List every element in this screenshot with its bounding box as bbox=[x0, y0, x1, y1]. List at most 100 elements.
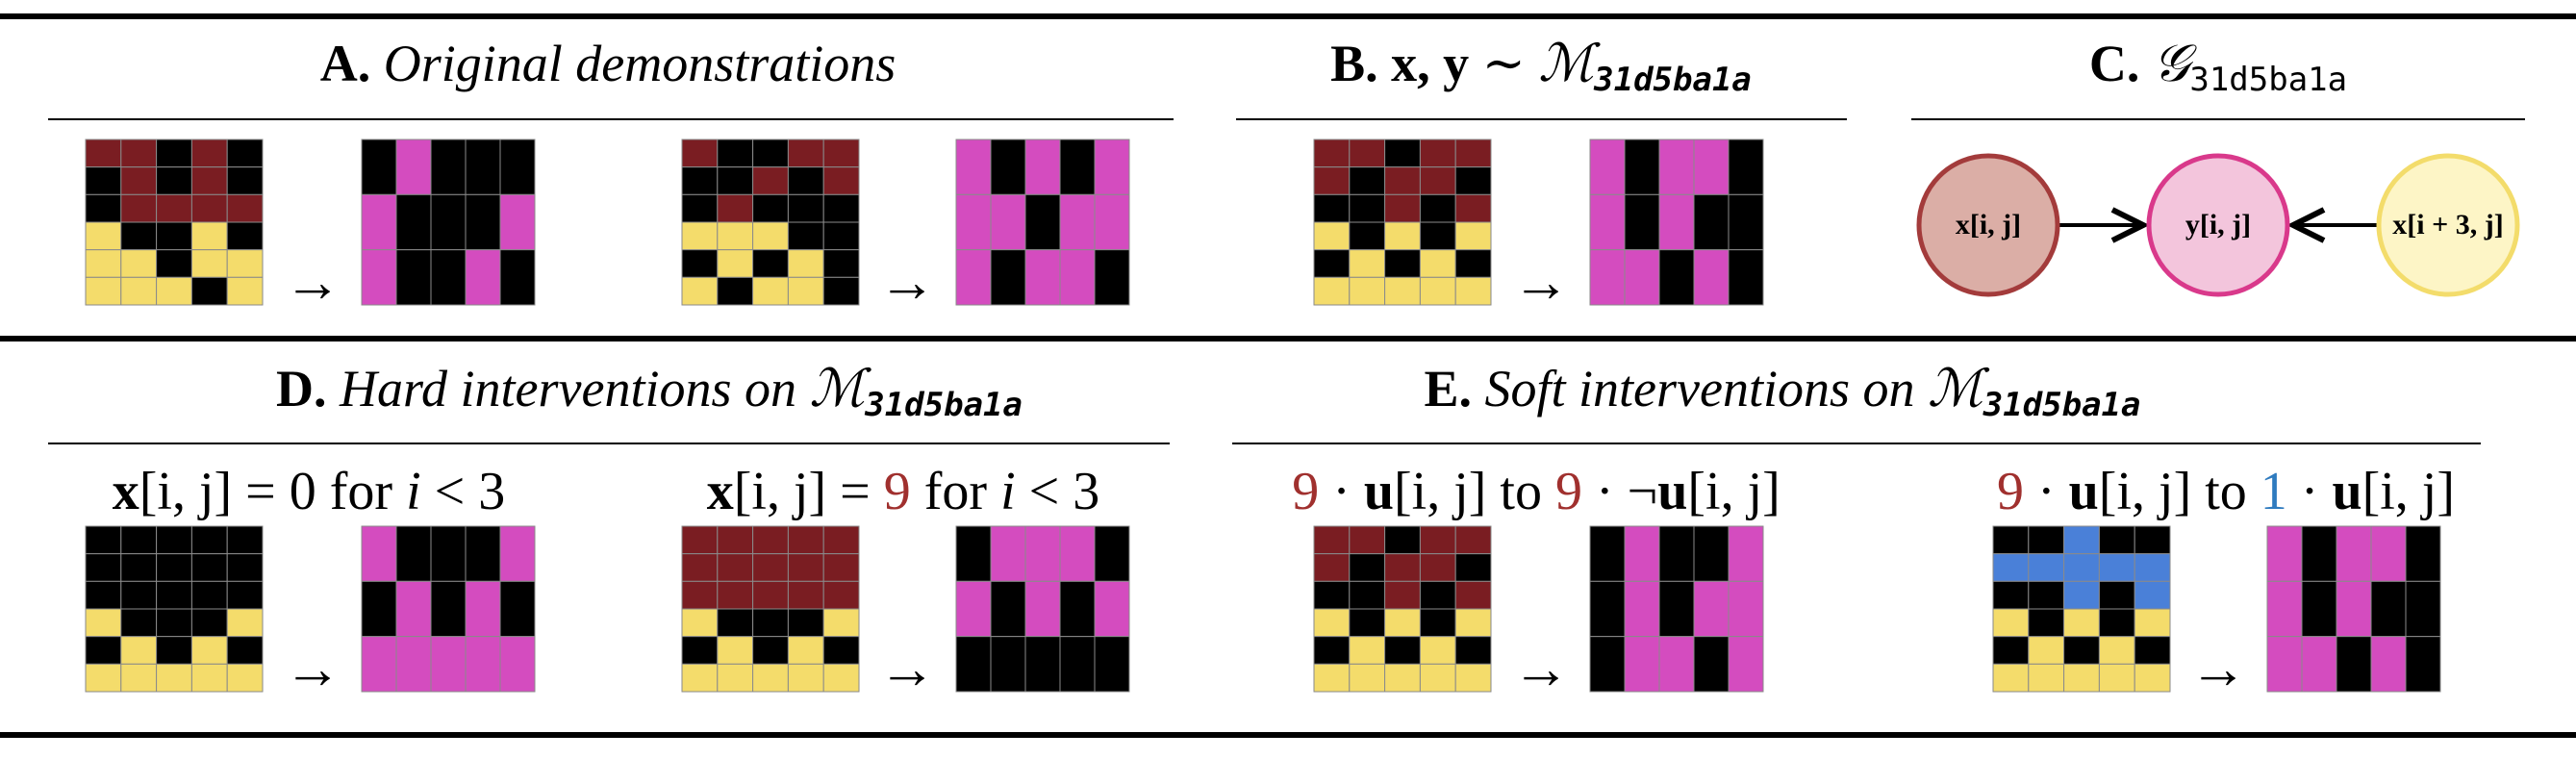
grid-cell bbox=[681, 636, 719, 665]
grid-cell bbox=[1384, 276, 1421, 306]
grid-cell bbox=[1589, 636, 1626, 693]
grid-cell bbox=[1313, 525, 1351, 555]
grid-cell bbox=[787, 276, 824, 306]
grid-cell bbox=[1454, 221, 1492, 251]
arrow: → bbox=[1512, 637, 1570, 700]
panel-label: B. bbox=[1330, 35, 1378, 92]
grid-cell bbox=[1624, 636, 1660, 693]
math: u bbox=[2332, 462, 2361, 521]
math: 9 bbox=[1555, 462, 1582, 521]
node-label: x[i + 3, j] bbox=[2392, 209, 2503, 240]
grid-cell bbox=[1658, 193, 1695, 251]
grid-cell bbox=[156, 663, 192, 693]
title-math: ℳ bbox=[1538, 35, 1601, 92]
math: [i, j] to bbox=[1394, 462, 1555, 521]
grid-cell bbox=[1313, 276, 1351, 306]
grid-cell bbox=[2028, 580, 2065, 610]
grid-cell bbox=[1349, 553, 1386, 582]
title-math: ∼ bbox=[1469, 35, 1538, 92]
grid-cell bbox=[681, 580, 719, 610]
grid-cell bbox=[1313, 580, 1351, 610]
grid-cell bbox=[2134, 663, 2171, 693]
grid-cell bbox=[1313, 636, 1351, 665]
grid-cell bbox=[1589, 193, 1626, 251]
grid-cell bbox=[499, 580, 536, 638]
math: x bbox=[113, 462, 139, 521]
grid-cell bbox=[2336, 636, 2372, 693]
grid-cell bbox=[465, 580, 501, 638]
grid-cell bbox=[2134, 636, 2171, 665]
grid-cell bbox=[190, 636, 228, 665]
grid-cell bbox=[1693, 193, 1730, 251]
math: 9 bbox=[884, 462, 911, 521]
grid-cell bbox=[1349, 193, 1386, 223]
grid-cell bbox=[226, 608, 264, 638]
grid-cell bbox=[120, 249, 158, 278]
grid-cell bbox=[787, 608, 824, 638]
grid-cell bbox=[681, 608, 719, 638]
math: [i, j] bbox=[1687, 462, 1780, 521]
grid-cell bbox=[465, 139, 501, 195]
grid-cell bbox=[1094, 139, 1130, 195]
math: · bbox=[1319, 462, 1364, 521]
grid-cell bbox=[1384, 553, 1421, 582]
grid-cell bbox=[465, 193, 501, 251]
grid-cell bbox=[717, 553, 754, 582]
grid-cell bbox=[361, 249, 397, 306]
node bbox=[2376, 153, 2520, 297]
grid-cell bbox=[226, 553, 264, 582]
grid-cell bbox=[1384, 663, 1421, 693]
grid-cell bbox=[120, 139, 158, 168]
grid-cell bbox=[85, 139, 122, 168]
grid-cell bbox=[1349, 166, 1386, 195]
grid-cell bbox=[1419, 663, 1456, 693]
grid-cell bbox=[1059, 580, 1096, 638]
grid-cell bbox=[1349, 221, 1386, 251]
grid-cell bbox=[2134, 525, 2171, 555]
grid-cell bbox=[465, 525, 501, 582]
grid-cell bbox=[1454, 139, 1492, 168]
grid-cell bbox=[787, 249, 824, 278]
grid-cell bbox=[430, 580, 467, 638]
grid-cell bbox=[2266, 636, 2303, 693]
grid-cell bbox=[85, 166, 122, 195]
grid-cell bbox=[190, 663, 228, 693]
grid-cell bbox=[1313, 249, 1351, 278]
grid-cell bbox=[226, 525, 264, 555]
grid-cell bbox=[226, 249, 264, 278]
grid-cell bbox=[990, 139, 1026, 195]
grid-cell bbox=[2063, 525, 2100, 555]
title-text: Hard interventions on bbox=[339, 360, 809, 417]
grid-cell bbox=[1454, 553, 1492, 582]
arrow: → bbox=[1512, 250, 1570, 314]
grid-cell bbox=[156, 608, 192, 638]
grid-cell bbox=[430, 525, 467, 582]
grid-cell bbox=[226, 636, 264, 665]
grid-cell bbox=[156, 221, 192, 251]
grid-cell bbox=[156, 553, 192, 582]
grid-cell bbox=[752, 608, 789, 638]
grid-cell bbox=[85, 608, 122, 638]
grid-cell bbox=[1589, 139, 1626, 195]
grid-cell bbox=[465, 249, 501, 306]
grid-cell bbox=[2266, 525, 2303, 582]
grid-cell bbox=[2134, 608, 2171, 638]
math: for bbox=[316, 462, 406, 521]
grid-cell bbox=[717, 166, 754, 195]
grid-cell bbox=[1992, 663, 2030, 693]
grid-cell bbox=[85, 663, 122, 693]
grid-cell bbox=[717, 608, 754, 638]
grid-cell bbox=[1384, 249, 1421, 278]
math: [i, j] bbox=[2362, 462, 2455, 521]
grid-cell bbox=[717, 249, 754, 278]
grid-cell bbox=[822, 553, 860, 582]
grid-cell bbox=[156, 139, 192, 168]
grid-cell bbox=[361, 525, 397, 582]
grid-cell bbox=[1454, 166, 1492, 195]
grid-cell bbox=[787, 166, 824, 195]
grid-cell bbox=[120, 525, 158, 555]
grid-cell bbox=[85, 221, 122, 251]
arrow: → bbox=[878, 637, 936, 700]
grid-cell bbox=[1419, 221, 1456, 251]
grid-cell bbox=[361, 636, 397, 693]
